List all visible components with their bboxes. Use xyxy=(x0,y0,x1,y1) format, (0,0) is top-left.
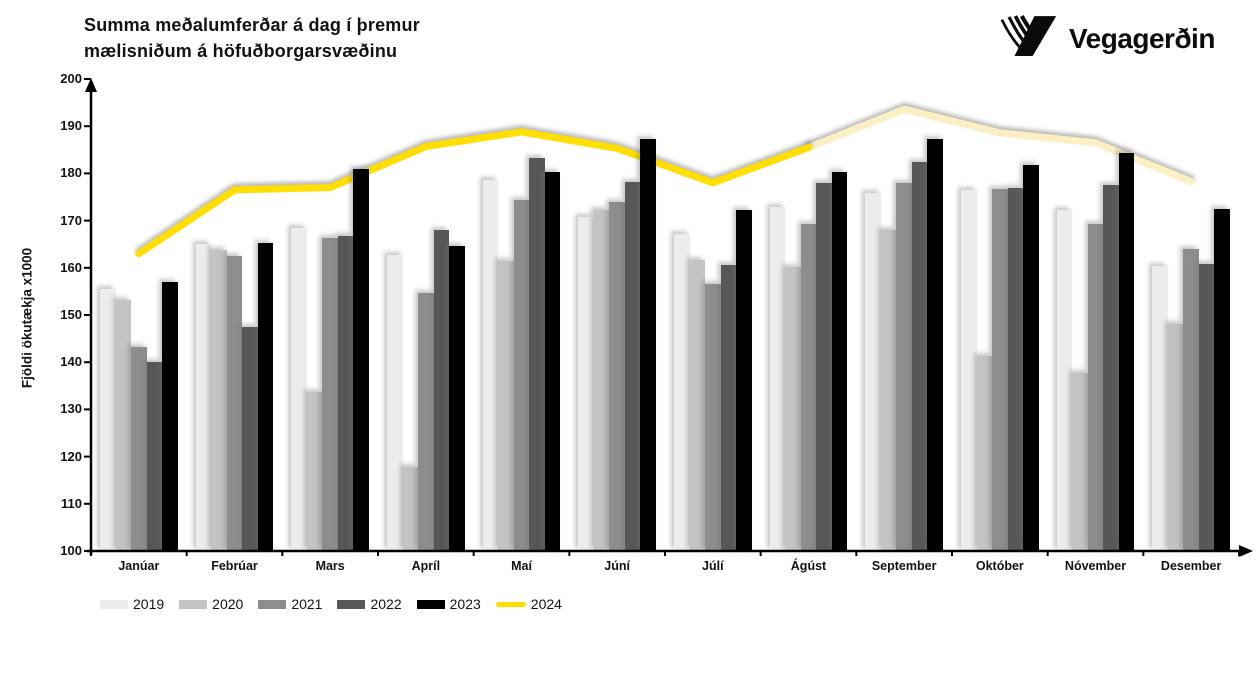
legend-swatch-2023 xyxy=(416,599,445,609)
y-tick-label-200: 200 xyxy=(60,71,82,86)
x-label-September: September xyxy=(871,559,937,573)
y-tick-label-190: 190 xyxy=(60,118,82,134)
x-label-Febrúar: Febrúar xyxy=(211,559,258,573)
legend-label-2024: 2024 xyxy=(530,596,562,612)
legend: 2019 2020 2021 2022 2023 2024 xyxy=(100,596,562,612)
legend-item-2019: 2019 xyxy=(100,596,164,612)
y-tick-label-100: 100 xyxy=(60,543,82,558)
legend-swatch-2020 xyxy=(179,599,208,609)
y-tick-label-140: 140 xyxy=(60,354,82,370)
x-label-Nóvember: Nóvember xyxy=(1064,559,1127,573)
chart-title-line1: Summa meðalumferðar á dag í þremur xyxy=(84,15,420,35)
y-tick-label-160: 160 xyxy=(60,259,82,275)
y-tick-label-170: 170 xyxy=(60,212,82,228)
y-tick-label-120: 120 xyxy=(60,448,82,464)
legend-label-2020: 2020 xyxy=(212,596,244,612)
vegagerdin-logo: Vegagerðin xyxy=(1000,14,1215,63)
x-label-Maí: Maí xyxy=(511,559,532,573)
legend-label-2021: 2021 xyxy=(291,596,323,612)
legend-label-2019: 2019 xyxy=(133,596,165,612)
legend-item-2024: 2024 xyxy=(495,596,562,612)
legend-swatch-2024 xyxy=(495,601,526,607)
legend-swatch-2022 xyxy=(337,599,366,609)
y-tick-label-180: 180 xyxy=(60,165,82,181)
legend-item-2023: 2023 xyxy=(416,596,481,612)
x-label-Ágúst: Ágúst xyxy=(790,559,827,573)
x-label-Júní: Júní xyxy=(604,559,630,573)
chart-title-line2: mælisniðum á höfuðborgarsvæðinu xyxy=(84,41,398,61)
y-tick-label-130: 130 xyxy=(60,401,82,417)
vegagerdin-logo-text: Vegagerðin xyxy=(1069,22,1215,54)
legend-label-2023: 2023 xyxy=(449,596,481,612)
y-tick-label-150: 150 xyxy=(60,307,82,322)
x-label-Júlí: Júlí xyxy=(702,559,724,573)
x-label-Desember: Desember xyxy=(1160,559,1222,573)
legend-swatch-2019 xyxy=(100,599,128,609)
legend-item-2022: 2022 xyxy=(337,596,402,612)
legend-item-2020: 2020 xyxy=(179,596,243,612)
x-label-Janúar: Janúar xyxy=(118,559,160,573)
y-tick-label-110: 110 xyxy=(61,495,82,511)
legend-swatch-2021 xyxy=(258,599,287,609)
legend-label-2022: 2022 xyxy=(370,596,402,612)
chart-title: Summa meðalumferðar á dag í þremur mælis… xyxy=(84,12,420,64)
x-label-Mars: Mars xyxy=(315,559,345,573)
vegagerdin-logo-icon xyxy=(1000,14,1058,63)
x-label-Apríl: Apríl xyxy=(411,559,441,573)
legend-item-2021: 2021 xyxy=(258,596,322,612)
x-label-Október: Október xyxy=(975,559,1024,573)
